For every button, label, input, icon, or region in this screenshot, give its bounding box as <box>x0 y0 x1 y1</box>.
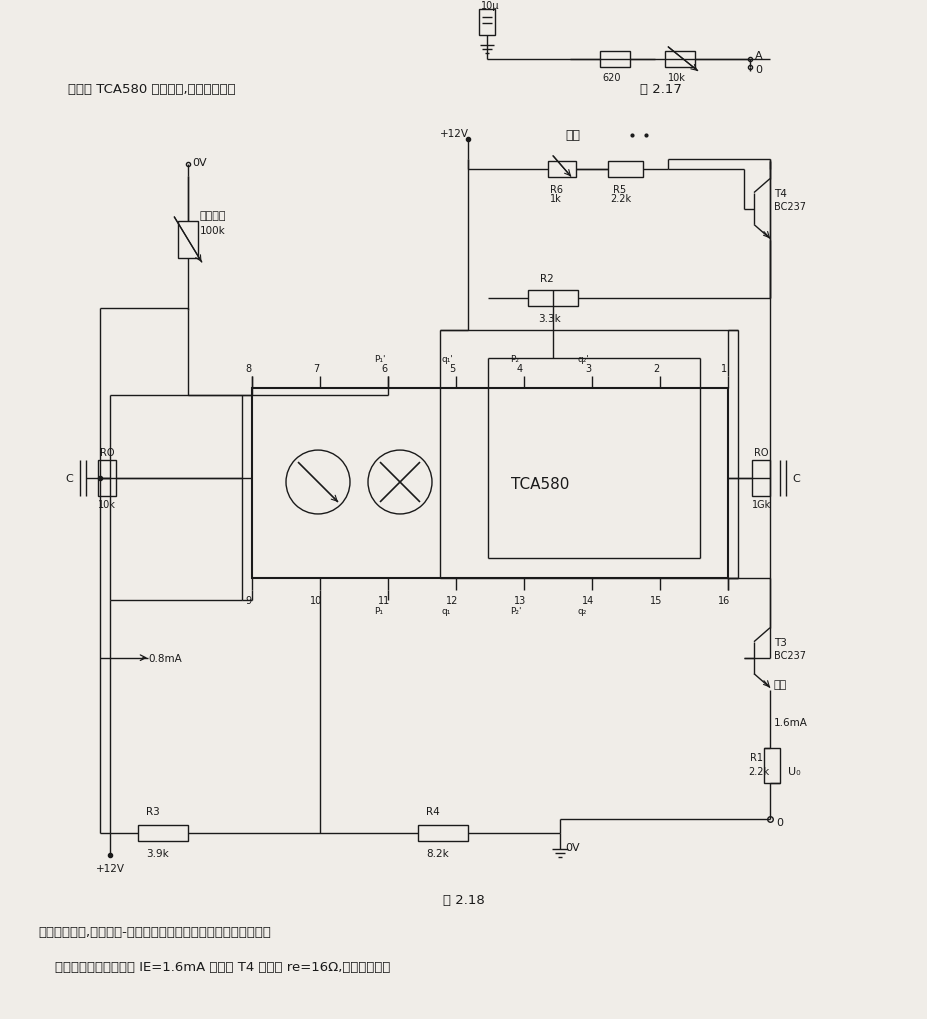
Text: q₂': q₂' <box>578 355 590 364</box>
Text: R2: R2 <box>540 274 553 284</box>
Text: q₂: q₂ <box>578 606 587 615</box>
Bar <box>417 825 467 842</box>
Text: 图示电路中在射极电流 IE=1.6mA 情况下 T4 管内阻 re=16Ω,则品质因数为: 图示电路中在射极电流 IE=1.6mA 情况下 T4 管内阻 re=16Ω,则品… <box>38 960 390 973</box>
Text: 幅度: 幅度 <box>565 129 579 142</box>
Text: 1Gk: 1Gk <box>751 499 770 510</box>
Text: 图 2.17: 图 2.17 <box>640 84 681 96</box>
Text: 16: 16 <box>717 595 730 605</box>
Text: R6: R6 <box>550 184 563 195</box>
Text: 10μ: 10μ <box>480 1 499 11</box>
Text: 11: 11 <box>377 595 389 605</box>
Text: R3: R3 <box>146 807 159 816</box>
Text: 13: 13 <box>514 595 526 605</box>
Text: 2.2k: 2.2k <box>609 194 630 204</box>
Bar <box>600 52 629 67</box>
Text: P₂': P₂' <box>510 606 521 615</box>
Text: 12: 12 <box>445 595 458 605</box>
Text: 6: 6 <box>380 364 387 374</box>
Bar <box>548 161 576 177</box>
Text: 图 2.18: 图 2.18 <box>443 893 484 906</box>
Text: 100k: 100k <box>200 226 225 236</box>
Text: P₁': P₁' <box>374 355 385 364</box>
Text: 8.2k: 8.2k <box>425 849 449 858</box>
Text: A: A <box>755 51 762 61</box>
Text: 3.3k: 3.3k <box>538 314 560 324</box>
Text: R1: R1 <box>749 753 762 763</box>
Text: 10: 10 <box>310 595 322 605</box>
Text: 0V: 0V <box>192 158 207 167</box>
Text: 为了用 TCA580 作振荡器,必须要外接电: 为了用 TCA580 作振荡器,必须要外接电 <box>68 84 235 96</box>
Text: 7: 7 <box>312 364 319 374</box>
Text: P₁: P₁ <box>374 606 383 615</box>
Text: RO: RO <box>753 447 768 458</box>
Text: BC237: BC237 <box>773 202 806 211</box>
Bar <box>527 291 578 307</box>
Bar <box>138 825 188 842</box>
Text: q₁: q₁ <box>441 606 451 615</box>
Text: R4: R4 <box>425 807 439 816</box>
Bar <box>252 389 727 578</box>
Text: 3.9k: 3.9k <box>146 849 169 858</box>
Bar <box>98 461 116 496</box>
Text: 2: 2 <box>653 364 658 374</box>
Bar <box>607 161 642 177</box>
Text: 路以补偿衰减,使回转器-振荡回路的品质因数变得无限大或负值。: 路以补偿衰减,使回转器-振荡回路的品质因数变得无限大或负值。 <box>38 925 271 937</box>
Bar <box>763 748 780 784</box>
Text: T3: T3 <box>773 637 786 647</box>
Text: 0V: 0V <box>565 843 579 853</box>
Text: 0: 0 <box>755 65 761 74</box>
Text: 1.6mA: 1.6mA <box>773 716 807 727</box>
Bar <box>478 10 494 36</box>
Text: R5: R5 <box>613 184 626 195</box>
Text: U₀: U₀ <box>787 766 800 776</box>
Text: 8: 8 <box>245 364 251 374</box>
Text: 稳定电流: 稳定电流 <box>200 211 226 221</box>
Bar <box>178 221 197 259</box>
Text: 14: 14 <box>581 595 593 605</box>
Text: C: C <box>791 474 799 484</box>
Text: RO: RO <box>100 447 114 458</box>
Text: 0: 0 <box>775 817 782 827</box>
Text: 2.2k: 2.2k <box>747 766 768 776</box>
Text: BC237: BC237 <box>773 650 806 660</box>
Bar <box>665 52 694 67</box>
Text: 10k: 10k <box>98 499 116 510</box>
Text: 3: 3 <box>584 364 590 374</box>
Text: 1k: 1k <box>550 194 561 204</box>
Text: q₁': q₁' <box>441 355 453 364</box>
Text: P₂: P₂ <box>510 355 518 364</box>
Text: 10k: 10k <box>667 72 685 83</box>
Text: 4: 4 <box>516 364 523 374</box>
Text: 1: 1 <box>720 364 726 374</box>
Text: 0.8mA: 0.8mA <box>147 653 182 663</box>
Bar <box>751 461 769 496</box>
Text: 15: 15 <box>649 595 662 605</box>
Text: C: C <box>65 474 72 484</box>
Text: 5: 5 <box>449 364 454 374</box>
Text: +12V: +12V <box>439 128 468 139</box>
Text: 输出: 输出 <box>773 679 786 689</box>
Text: +12V: +12V <box>95 863 125 873</box>
Text: 9: 9 <box>245 595 251 605</box>
Text: T4: T4 <box>773 189 786 199</box>
Text: 620: 620 <box>602 72 620 83</box>
Text: TCA580: TCA580 <box>510 476 568 491</box>
